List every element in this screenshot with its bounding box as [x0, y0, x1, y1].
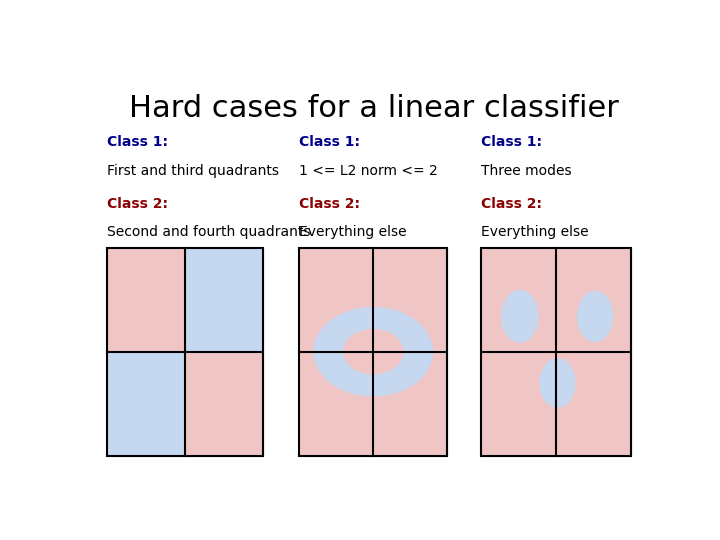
Text: Class 2:: Class 2: — [107, 197, 168, 211]
Bar — [107, 248, 263, 456]
Bar — [481, 248, 631, 456]
Text: Class 2:: Class 2: — [300, 197, 360, 211]
Text: Class 1:: Class 1: — [300, 136, 360, 150]
Bar — [107, 248, 185, 352]
Bar — [481, 248, 631, 456]
Text: Class 2:: Class 2: — [481, 197, 541, 211]
Text: Class 1:: Class 1: — [107, 136, 168, 150]
Bar — [300, 248, 447, 456]
Circle shape — [343, 329, 402, 374]
Circle shape — [314, 308, 432, 396]
Bar — [300, 248, 447, 456]
Text: Everything else: Everything else — [481, 225, 588, 239]
Text: First and third quadrants: First and third quadrants — [107, 164, 279, 178]
Text: Hard cases for a linear classifier: Hard cases for a linear classifier — [129, 94, 619, 123]
Bar — [107, 352, 185, 456]
Ellipse shape — [577, 292, 613, 341]
Text: Second and fourth quadrants: Second and fourth quadrants — [107, 225, 310, 239]
Ellipse shape — [540, 359, 575, 407]
Bar — [185, 248, 263, 352]
Ellipse shape — [502, 291, 538, 342]
Text: 1 <= L2 norm <= 2: 1 <= L2 norm <= 2 — [300, 164, 438, 178]
Text: Class 1:: Class 1: — [481, 136, 541, 150]
Text: Everything else: Everything else — [300, 225, 407, 239]
Text: Three modes: Three modes — [481, 164, 571, 178]
Bar — [185, 352, 263, 456]
